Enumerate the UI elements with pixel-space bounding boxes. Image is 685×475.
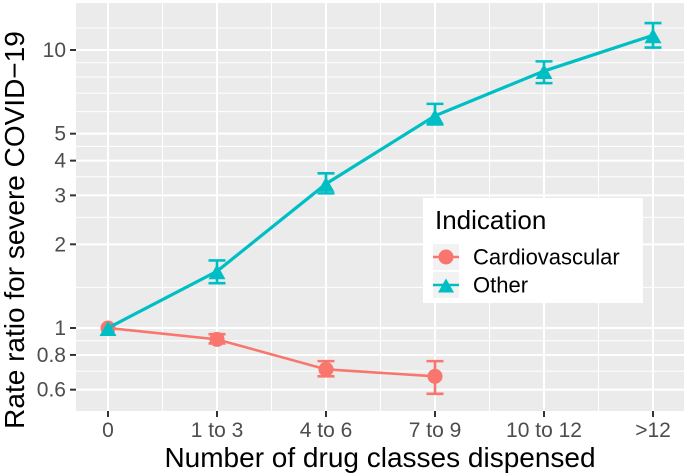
x-axis-title: Number of drug classes dispensed: [164, 442, 595, 473]
y-tick-label: 5: [54, 123, 66, 146]
legend-marker-triangle-other: [438, 278, 454, 293]
y-tick-label: 1: [54, 317, 66, 340]
point-marker-cardiovascular: [209, 331, 225, 347]
point-marker-other: [208, 264, 226, 280]
point-marker-cardiovascular: [318, 361, 334, 377]
point-marker-other: [535, 64, 553, 80]
x-tick-label: 0: [102, 419, 114, 442]
point-marker-other: [317, 176, 335, 192]
series-line-cardiovascular: [107, 326, 436, 378]
point-marker-other: [644, 28, 662, 44]
y-axis-title: Rate ratio for severe COVID−19: [0, 31, 30, 429]
y-tick-label: 2: [54, 233, 66, 256]
x-tick-label: 10 to 12: [506, 419, 582, 442]
series-line-other: [107, 33, 654, 330]
x-tick-label: 4 to 6: [300, 419, 353, 442]
x-tick-label: 7 to 9: [409, 419, 462, 442]
legend-marker-circle-cardiovascular: [438, 249, 454, 265]
legend-label-other: Other: [473, 273, 528, 298]
point-marker-cardiovascular: [427, 368, 443, 384]
legend-box: [423, 198, 643, 303]
point-marker-other: [426, 108, 444, 124]
x-tick-label: 1 to 3: [191, 419, 244, 442]
y-tick-label: 3: [54, 184, 66, 207]
y-tick-label: 0.8: [37, 344, 66, 367]
y-tick-label: 0.6: [37, 379, 66, 402]
legend-label-cardiovascular: Cardiovascular: [473, 245, 620, 270]
point-marker-other: [99, 321, 117, 336]
legend-title: Indication: [435, 205, 546, 235]
y-tick-label: 10: [43, 39, 66, 62]
x-tick-label: >12: [635, 419, 671, 442]
y-tick-label: 4: [54, 150, 66, 173]
